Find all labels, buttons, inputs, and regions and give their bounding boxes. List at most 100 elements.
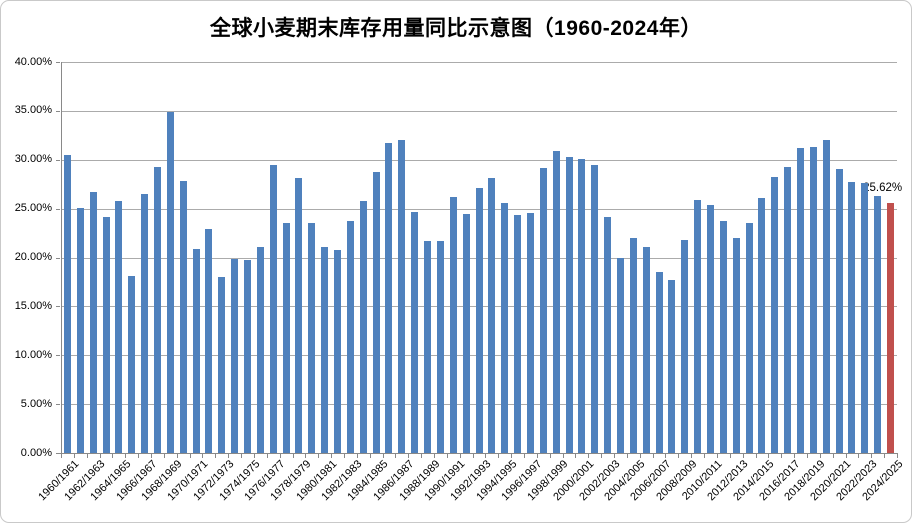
y-axis-tick <box>56 306 60 308</box>
bar-1988/1989[interactable] <box>424 240 432 453</box>
bar-2016/2017[interactable] <box>784 166 792 453</box>
x-axis-tick <box>588 454 590 458</box>
bar-1971/1972[interactable] <box>205 229 213 453</box>
x-axis-tick <box>99 454 101 458</box>
y-axis-tick-label: 30.00% <box>14 153 52 166</box>
x-axis-tick <box>421 454 423 458</box>
y-axis-tick-label: 20.00% <box>14 251 52 263</box>
x-axis-tick <box>536 454 538 458</box>
bar-1960/1961[interactable] <box>63 154 71 453</box>
x-axis-tick <box>266 454 268 458</box>
y-axis-line <box>61 62 62 453</box>
bar-1974/1975[interactable] <box>243 260 251 453</box>
x-axis-tick <box>819 454 821 458</box>
bar-2001/2002[interactable] <box>591 164 599 453</box>
x-axis-tick <box>614 454 616 458</box>
bar-1980/1981[interactable] <box>321 246 329 453</box>
bar-1997/1998[interactable] <box>539 167 547 453</box>
x-axis-tick <box>433 454 435 458</box>
bar-2003/2004[interactable] <box>616 258 624 453</box>
bar-1982/1983[interactable] <box>346 221 354 453</box>
bar-2007/2008[interactable] <box>668 279 676 453</box>
x-axis-tick <box>871 454 873 458</box>
bar-1999/2000[interactable] <box>565 156 573 453</box>
x-axis-tick <box>163 454 165 458</box>
bar-2020/2021[interactable] <box>835 168 843 453</box>
bar-2017/2018[interactable] <box>797 148 805 453</box>
x-axis-tick <box>369 454 371 458</box>
bar-1998/1999[interactable] <box>552 150 560 453</box>
bar-1968/1969[interactable] <box>166 111 174 453</box>
bar-1989/1990[interactable] <box>436 240 444 453</box>
bar-1993/1994[interactable] <box>488 178 496 453</box>
bar-1978/1979[interactable] <box>295 178 303 453</box>
bar-1964/1965[interactable] <box>115 200 123 453</box>
bar-1990/1991[interactable] <box>449 196 457 453</box>
bar-1987/1988[interactable] <box>411 211 419 453</box>
x-axis-tick <box>446 454 448 458</box>
bar-2011/2012[interactable] <box>719 221 727 453</box>
bar-1966/1967[interactable] <box>141 193 149 453</box>
bar-2008/2009[interactable] <box>681 239 689 453</box>
bar-2024/2025[interactable] <box>887 202 895 453</box>
x-axis-tick <box>176 454 178 458</box>
bar-1972/1973[interactable] <box>218 277 226 453</box>
x-axis-tick <box>215 454 217 458</box>
chart-title: 全球小麦期末库存用量同比示意图（1960-2024年） <box>210 17 702 40</box>
bar-2023/2024[interactable] <box>874 195 882 453</box>
bar-2014/2015[interactable] <box>758 197 766 453</box>
x-axis-tick <box>845 454 847 458</box>
bar-1991/1992[interactable] <box>462 213 470 453</box>
bar-2000/2001[interactable] <box>578 158 586 453</box>
bar-2006/2007[interactable] <box>655 272 663 453</box>
bar-2010/2011[interactable] <box>707 204 714 453</box>
x-axis-tick <box>125 454 127 458</box>
bar-1962/1963[interactable] <box>89 192 97 453</box>
bar-1969/1970[interactable] <box>179 181 187 453</box>
bar-1970/1971[interactable] <box>192 248 200 453</box>
bar-2012/2013[interactable] <box>732 237 740 453</box>
bar-1976/1977[interactable] <box>269 164 277 453</box>
y-axis-tick <box>56 404 60 406</box>
bar-1996/1997[interactable] <box>526 212 534 453</box>
bar-2015/2016[interactable] <box>771 177 779 453</box>
bar-1979/1980[interactable] <box>308 223 316 453</box>
bar-1981/1982[interactable] <box>334 249 342 453</box>
bar-1985/1986[interactable] <box>385 143 393 453</box>
x-axis-tick <box>524 454 525 458</box>
bar-1983/1984[interactable] <box>359 200 367 453</box>
bar-1995/1996[interactable] <box>514 215 522 453</box>
bar-1992/1993[interactable] <box>475 188 483 453</box>
x-axis-tick <box>884 454 886 458</box>
bar-1975/1976[interactable] <box>256 246 264 453</box>
x-axis-tick <box>897 454 898 458</box>
x-axis-tick <box>382 454 384 458</box>
bar-1986/1987[interactable] <box>398 140 406 453</box>
bar-1977/1978[interactable] <box>282 223 290 453</box>
bar-1965/1966[interactable] <box>128 276 136 453</box>
x-axis-tick <box>691 454 693 458</box>
bar-2019/2020[interactable] <box>822 140 830 453</box>
bar-2004/2005[interactable] <box>629 237 637 453</box>
y-axis-tick-label: 15.00% <box>14 299 52 312</box>
x-axis-tick <box>472 454 474 458</box>
bar-1973/1974[interactable] <box>231 259 239 453</box>
bar-1967/1968[interactable] <box>153 166 161 453</box>
bar-1961/1962[interactable] <box>76 207 84 453</box>
x-axis-tick <box>408 454 410 458</box>
bar-2002/2003[interactable] <box>604 217 612 453</box>
bar-2013/2014[interactable] <box>745 223 753 453</box>
x-axis-tick <box>241 454 243 458</box>
bar-1984/1985[interactable] <box>372 172 380 453</box>
bar-2018/2019[interactable] <box>809 147 817 453</box>
y-axis-tick <box>56 355 60 357</box>
bar-1963/1964[interactable] <box>102 217 110 453</box>
bar-2009/2010[interactable] <box>694 199 702 453</box>
value-callout-2024-2025: 25.62% <box>863 181 903 194</box>
x-axis-tick <box>138 454 140 458</box>
bar-2005/2006[interactable] <box>642 246 650 453</box>
x-axis-tick <box>318 454 320 458</box>
bar-1994/1995[interactable] <box>501 202 509 453</box>
bar-2021/2022[interactable] <box>848 182 856 453</box>
bar-2022/2023[interactable] <box>861 183 869 453</box>
